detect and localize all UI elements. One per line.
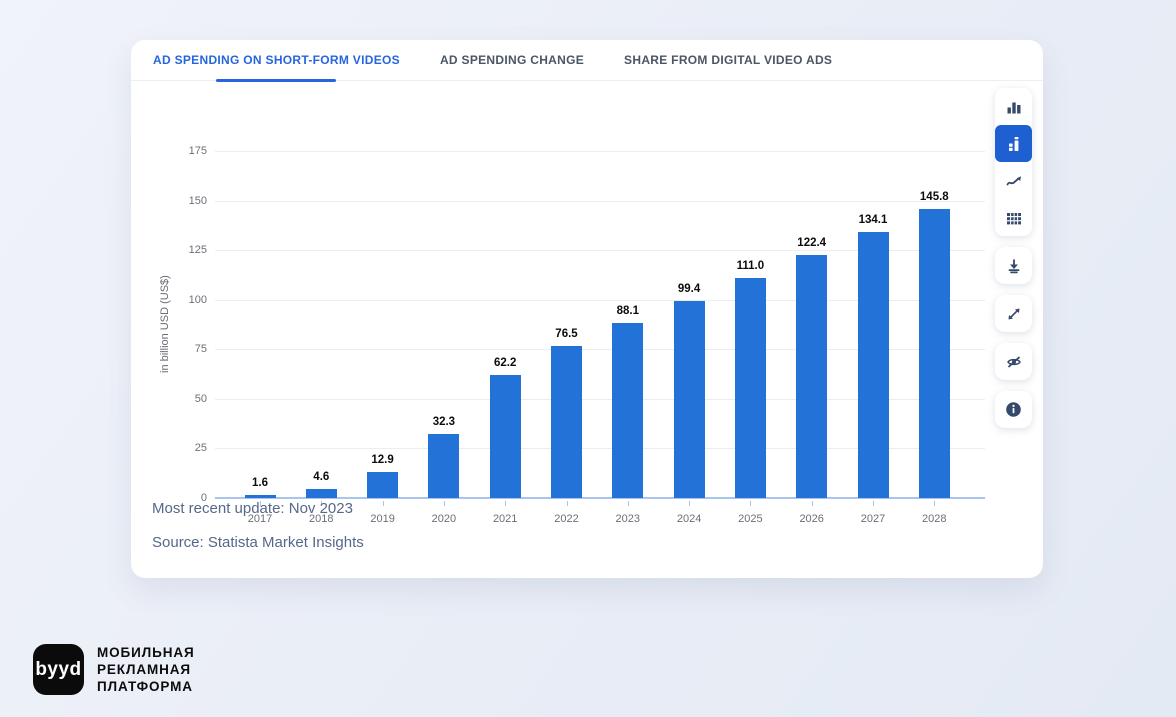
y-tick-label-125: 125 bbox=[188, 244, 207, 257]
bar-2018[interactable] bbox=[305, 488, 337, 498]
x-tick-2021 bbox=[505, 501, 507, 506]
bar-chart-type-button[interactable] bbox=[995, 88, 1032, 125]
x-tick-2026 bbox=[811, 501, 813, 506]
byyd-logo: byyd МОБИЛЬНАЯ РЕКЛАМНАЯ ПЛАТФОРМА bbox=[33, 644, 195, 695]
x-axis-label-2018: 2018 bbox=[309, 513, 334, 525]
gridline-25 bbox=[215, 448, 985, 450]
chart-type-switcher bbox=[995, 88, 1032, 236]
x-axis-label-2017: 2017 bbox=[247, 513, 273, 525]
gridline-150 bbox=[215, 200, 985, 202]
x-tick-2017 bbox=[260, 501, 261, 506]
download-button[interactable] bbox=[995, 247, 1032, 284]
fullscreen-button[interactable] bbox=[995, 295, 1032, 332]
x-axis-line bbox=[215, 497, 985, 499]
x-axis-label-2026: 2026 bbox=[799, 513, 824, 525]
bar-value-label-2024: 99.4 bbox=[677, 282, 701, 295]
x-tick-2024 bbox=[689, 501, 691, 506]
bar-value-label-2017: 1.6 bbox=[252, 476, 268, 489]
x-axis-label-2027: 2027 bbox=[860, 513, 886, 525]
y-tick-label-75: 75 bbox=[194, 343, 207, 356]
y-tick-label-150: 150 bbox=[188, 194, 207, 207]
bar-2020[interactable] bbox=[428, 433, 460, 498]
x-axis-label-2025: 2025 bbox=[738, 513, 763, 525]
bar-2025[interactable] bbox=[734, 277, 766, 498]
plot-area: 1.6 2017 4.6 2018 12.9 2019 32.3 2020 62.2 2021 76… bbox=[215, 151, 985, 525]
active-tab-underline bbox=[216, 79, 337, 82]
bar-2027[interactable] bbox=[857, 232, 889, 498]
x-axis-label-2022: 2022 bbox=[554, 513, 579, 525]
bar-value-label-2021: 62.2 bbox=[493, 356, 517, 369]
bar-chart: in billion USD (US$) 0 25 50 75 100 125 150 175… bbox=[131, 81, 1043, 525]
x-tick-2018 bbox=[321, 501, 323, 506]
table-icon bbox=[1006, 210, 1022, 226]
tab-ad-spending-change[interactable]: AD SPENDING CHANGE bbox=[439, 53, 585, 67]
bar-2024[interactable] bbox=[673, 300, 705, 498]
expand-icon bbox=[1006, 306, 1022, 322]
x-tick-2019 bbox=[382, 501, 384, 506]
bar-value-label-2026: 122.4 bbox=[797, 237, 827, 250]
byyd-logo-text: МОБИЛЬНАЯ РЕКЛАМНАЯ ПЛАТФОРМА bbox=[97, 644, 195, 695]
bar-value-label-2019: 12.9 bbox=[371, 454, 394, 467]
column-chart-icon bbox=[1006, 136, 1022, 152]
x-tick-2022 bbox=[566, 501, 568, 506]
y-tick-label-50: 50 bbox=[194, 392, 207, 405]
x-tick-2028 bbox=[934, 501, 936, 506]
bar-2021[interactable] bbox=[489, 374, 521, 498]
bar-2019[interactable] bbox=[367, 472, 399, 498]
x-axis-label-2028: 2028 bbox=[922, 513, 947, 525]
gridline-75 bbox=[215, 349, 985, 351]
y-axis-ticks: 0 25 50 75 100 125 150 175 bbox=[131, 145, 207, 504]
bar-value-label-2025: 111.0 bbox=[736, 259, 765, 272]
logo-text-line-2: РЕКЛАМНАЯ bbox=[97, 662, 192, 677]
bar-2026[interactable] bbox=[796, 255, 828, 498]
y-tick-label-0: 0 bbox=[200, 492, 207, 504]
bar-2017[interactable] bbox=[244, 494, 276, 498]
hide-labels-button[interactable] bbox=[995, 343, 1032, 380]
x-tick-2023 bbox=[627, 501, 629, 506]
last-update-note: Most recent update: Nov 2023 bbox=[152, 500, 353, 517]
bar-2028[interactable] bbox=[918, 208, 950, 498]
column-chart-type-button[interactable] bbox=[995, 125, 1032, 162]
bar-value-label-2022: 76.5 bbox=[555, 328, 578, 341]
logo-text-line-1: МОБИЛЬНАЯ bbox=[97, 645, 195, 660]
gridline-50 bbox=[215, 398, 985, 400]
x-axis-label-2020: 2020 bbox=[431, 513, 457, 525]
tab-bar: AD SPENDING ON SHORT-FORM VIDEOS AD SPEND… bbox=[131, 40, 1043, 82]
hide-labels-icon bbox=[1006, 354, 1022, 370]
bar-chart-icon bbox=[1006, 99, 1022, 115]
info-button[interactable] bbox=[995, 391, 1032, 428]
bar-value-label-2020: 32.3 bbox=[432, 415, 456, 428]
chart-toolbar bbox=[995, 88, 1032, 439]
line-chart-type-button[interactable] bbox=[995, 162, 1032, 199]
logo-text-line-3: ПЛАТФОРМА bbox=[97, 679, 193, 694]
line-chart-icon bbox=[1006, 173, 1022, 189]
x-tick-2027 bbox=[873, 501, 874, 506]
byyd-logo-mark: byyd bbox=[33, 644, 84, 695]
x-tick-2025 bbox=[750, 501, 752, 506]
bar-2022[interactable] bbox=[551, 346, 582, 498]
bar-value-label-2018: 4.6 bbox=[313, 470, 330, 483]
y-tick-label-25: 25 bbox=[194, 442, 207, 455]
info-icon bbox=[1005, 401, 1022, 418]
gridline-125 bbox=[215, 250, 985, 252]
table-view-button[interactable] bbox=[995, 199, 1032, 236]
x-axis-label-2024: 2024 bbox=[676, 513, 702, 525]
gridline-175 bbox=[215, 151, 985, 152]
statistic-card: AD SPENDING ON SHORT-FORM VIDEOS AD SPEND… bbox=[131, 40, 1043, 578]
bar-value-label-2027: 134.1 bbox=[858, 214, 888, 227]
bar-value-label-2028: 145.8 bbox=[919, 190, 949, 203]
y-tick-label-100: 100 bbox=[188, 293, 207, 306]
x-axis-label-2023: 2023 bbox=[615, 513, 641, 525]
x-axis-label-2021: 2021 bbox=[492, 513, 518, 525]
bar-value-label-2023: 88.1 bbox=[616, 305, 639, 318]
x-tick-2020 bbox=[443, 501, 445, 506]
tab-ad-spending-on-short-form-videos[interactable]: AD SPENDING ON SHORT-FORM VIDEOS bbox=[153, 40, 400, 82]
y-tick-label-175: 175 bbox=[188, 145, 207, 157]
gridline-100 bbox=[215, 299, 985, 301]
tab-share-from-digital-video-ads[interactable]: SHARE FROM DIGITAL VIDEO ADS bbox=[624, 53, 833, 67]
source-note: Source: Statista Market Insights bbox=[152, 534, 364, 551]
download-icon bbox=[1006, 258, 1022, 274]
x-axis-label-2019: 2019 bbox=[370, 513, 395, 525]
bar-2023[interactable] bbox=[612, 323, 644, 498]
